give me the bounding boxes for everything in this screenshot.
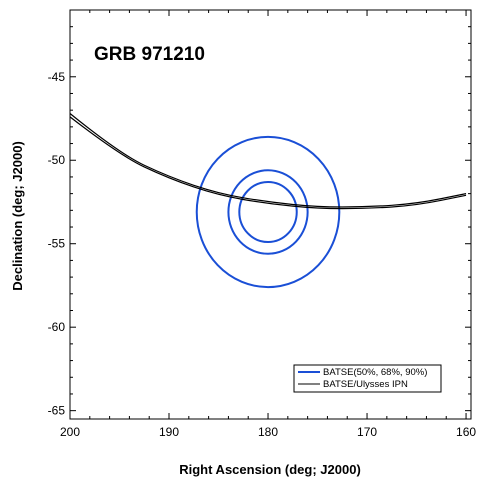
y-axis: -45 -50 -55 -60 -65 bbox=[48, 26, 471, 418]
y-tick-label: -50 bbox=[48, 153, 66, 167]
batse-contour-68pct bbox=[227, 169, 309, 255]
ipn-annulus bbox=[69, 113, 467, 210]
x-tick-label: 180 bbox=[258, 425, 278, 439]
x-tick-label: 190 bbox=[159, 425, 179, 439]
legend: BATSE(50%, 68%, 90%) BATSE/Ulysses IPN bbox=[293, 364, 442, 393]
y-tick-label: -65 bbox=[48, 404, 66, 418]
batse-contours bbox=[195, 135, 341, 289]
x-axis-title: Right Ascension (deg; J2000) bbox=[179, 462, 361, 477]
legend-box bbox=[293, 364, 442, 393]
x-tick-label: 170 bbox=[357, 425, 377, 439]
plot-frame bbox=[69, 9, 472, 420]
chart-title: GRB 971210 bbox=[94, 44, 205, 65]
ipn-curve-2 bbox=[69, 116, 467, 210]
x-tick-label: 160 bbox=[456, 425, 476, 439]
x-tick-label: 200 bbox=[60, 425, 80, 439]
x-axis: 200 190 180 170 160 bbox=[60, 10, 476, 439]
y-tick-label: -45 bbox=[48, 70, 66, 84]
y-tick-label: -55 bbox=[48, 237, 66, 251]
y-axis-title: Declination (deg; J2000) bbox=[10, 141, 25, 291]
y-tick-label: -60 bbox=[48, 320, 66, 334]
batse-contour-90pct bbox=[195, 135, 341, 289]
legend-label-batse: BATSE(50%, 68%, 90%) bbox=[323, 367, 427, 378]
ipn-curve-1 bbox=[69, 113, 467, 208]
legend-label-ipn: BATSE/Ulysses IPN bbox=[323, 379, 408, 390]
batse-contour-50pct bbox=[238, 180, 298, 244]
